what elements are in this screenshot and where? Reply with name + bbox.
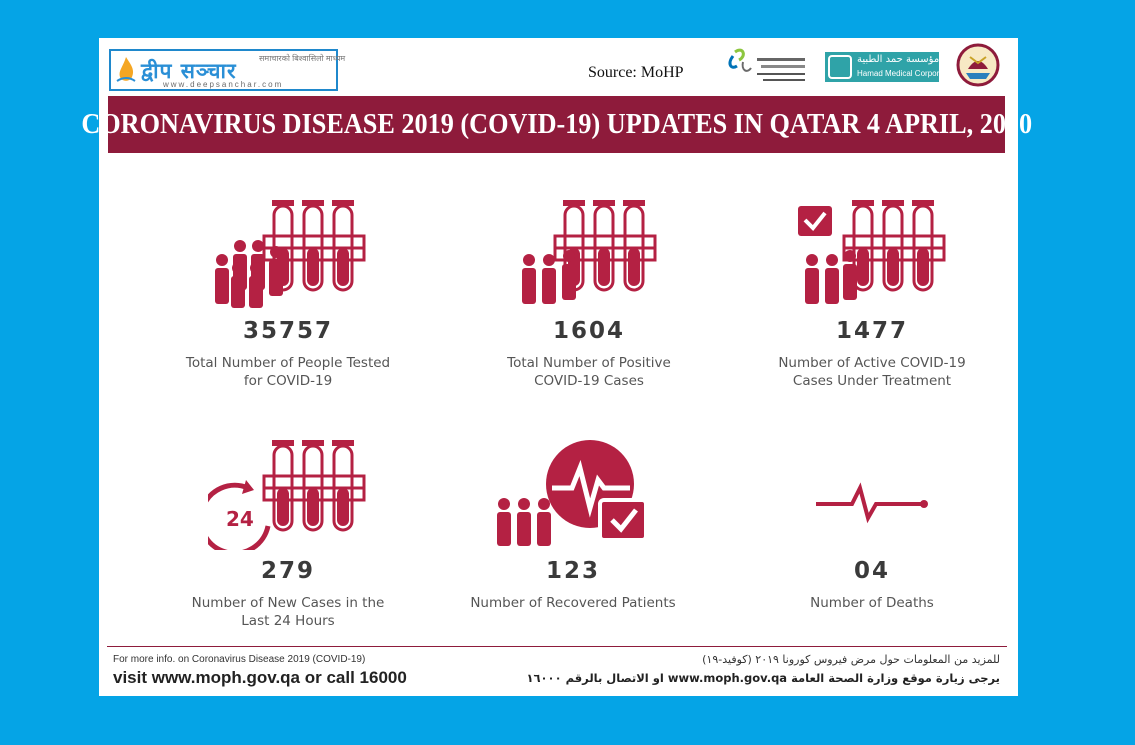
logo-tagline: समाचारको बिश्वासिलो माध्यम — [259, 54, 346, 63]
stat-label-line2: Cases Under Treatment — [792, 373, 952, 390]
footer-contact-en[interactable]: visit www.moph.gov.qa or call 16000 — [113, 668, 407, 687]
stat-value: 279 — [260, 558, 315, 584]
deepsanchar-logo[interactable]: द्वीप सञ्चार समाचारको बिश्वासिलो माध्यम … — [109, 49, 345, 91]
qatar-emblem-icon — [956, 43, 1000, 87]
badge-24-text: 24 — [226, 507, 254, 531]
hmc-name-en: Hamad Medical Corporation — [857, 69, 957, 78]
people-tubes-check-icon — [798, 200, 946, 304]
stat-label-line1: Total Number of People Tested — [185, 355, 391, 371]
stat-value: 1604 — [552, 318, 625, 344]
infographic-card: द्वीप सञ्चार समाचारको बिश्वासिलो माध्यम … — [81, 38, 1032, 696]
footer-info-ar: للمزيد من المعلومات حول مرض فيروس كورونا… — [702, 653, 1000, 666]
flame-icon — [116, 57, 136, 82]
hmc-mark-icon — [828, 55, 852, 79]
stat-value: 1477 — [835, 318, 908, 344]
heartbeat-people-check-icon — [497, 440, 648, 546]
stat-label-line2: Last 24 Hours — [241, 613, 335, 630]
stat-label-line1: Total Number of Positive — [507, 355, 671, 371]
title-banner: CORONAVIRUS DISEASE 2019 (COVID-19) UPDA… — [81, 96, 1032, 153]
stat-people-tested: 35757 Total Number of People Tested for … — [158, 198, 418, 390]
stat-label-line1: Number of Deaths — [810, 595, 934, 611]
stat-label: Number of New Cases in the Last 24 Hours — [158, 594, 418, 630]
logo-brand-text: द्वीप सञ्चार — [141, 59, 237, 83]
stat-active-cases: 1477 Number of Active COVID-19 Cases Und… — [742, 198, 1002, 390]
people-test-tubes-icon — [215, 200, 366, 308]
stat-new-cases: 24 279 Number of New Cases in the Last 2… — [158, 438, 418, 630]
stat-value: 04 — [853, 558, 890, 584]
stat-label: Number of Active COVID-19 Cases Under Tr… — [742, 354, 1002, 390]
hmc-logo: مؤسسة حمد الطبية Hamad Medical Corporati… — [825, 52, 957, 82]
banner-title: CORONAVIRUS DISEASE 2019 (COVID-19) UPDA… — [81, 108, 1032, 140]
stat-label: Number of Deaths — [742, 594, 1002, 612]
logo-url: www.deepsanchar.com — [163, 80, 284, 89]
source-label: Source: MoHP — [588, 64, 684, 81]
stat-label-line1: Number of Active COVID-19 — [778, 355, 966, 371]
footer-info-en: For more info. on Coronavirus Disease 20… — [113, 654, 366, 665]
footer-divider — [107, 646, 1007, 647]
hmc-name-ar: مؤسسة حمد الطبية — [857, 54, 940, 65]
stat-value: 123 — [545, 558, 600, 584]
stat-value: 35757 — [242, 318, 334, 344]
flatline-pulse-icon — [816, 482, 928, 524]
stat-label-line2: for COVID-19 — [243, 373, 333, 390]
clock-24-test-tubes-icon: 24 — [208, 440, 366, 550]
stat-recovered: 123 Number of Recovered Patients — [443, 438, 703, 612]
stat-label: Total Number of People Tested for COVID-… — [158, 354, 418, 390]
stat-label-line1: Number of New Cases in the — [191, 595, 385, 611]
footer-contact-ar[interactable]: يرجى زيارة موقع وزارة الصحة العامة www.m… — [526, 671, 1001, 685]
phc-logo-icon — [728, 48, 805, 81]
stat-label-line1: Number of Recovered Patients — [470, 595, 676, 611]
stat-label: Number of Recovered Patients — [443, 594, 703, 612]
stat-deaths: 04 Number of Deaths — [742, 438, 1002, 612]
stat-label: Total Number of Positive COVID-19 Cases — [459, 354, 719, 390]
stat-label-line2: COVID-19 Cases — [534, 373, 644, 390]
stat-positive-cases: 1604 Total Number of Positive COVID-19 C… — [459, 198, 719, 390]
people-test-tubes-icon — [522, 200, 657, 304]
